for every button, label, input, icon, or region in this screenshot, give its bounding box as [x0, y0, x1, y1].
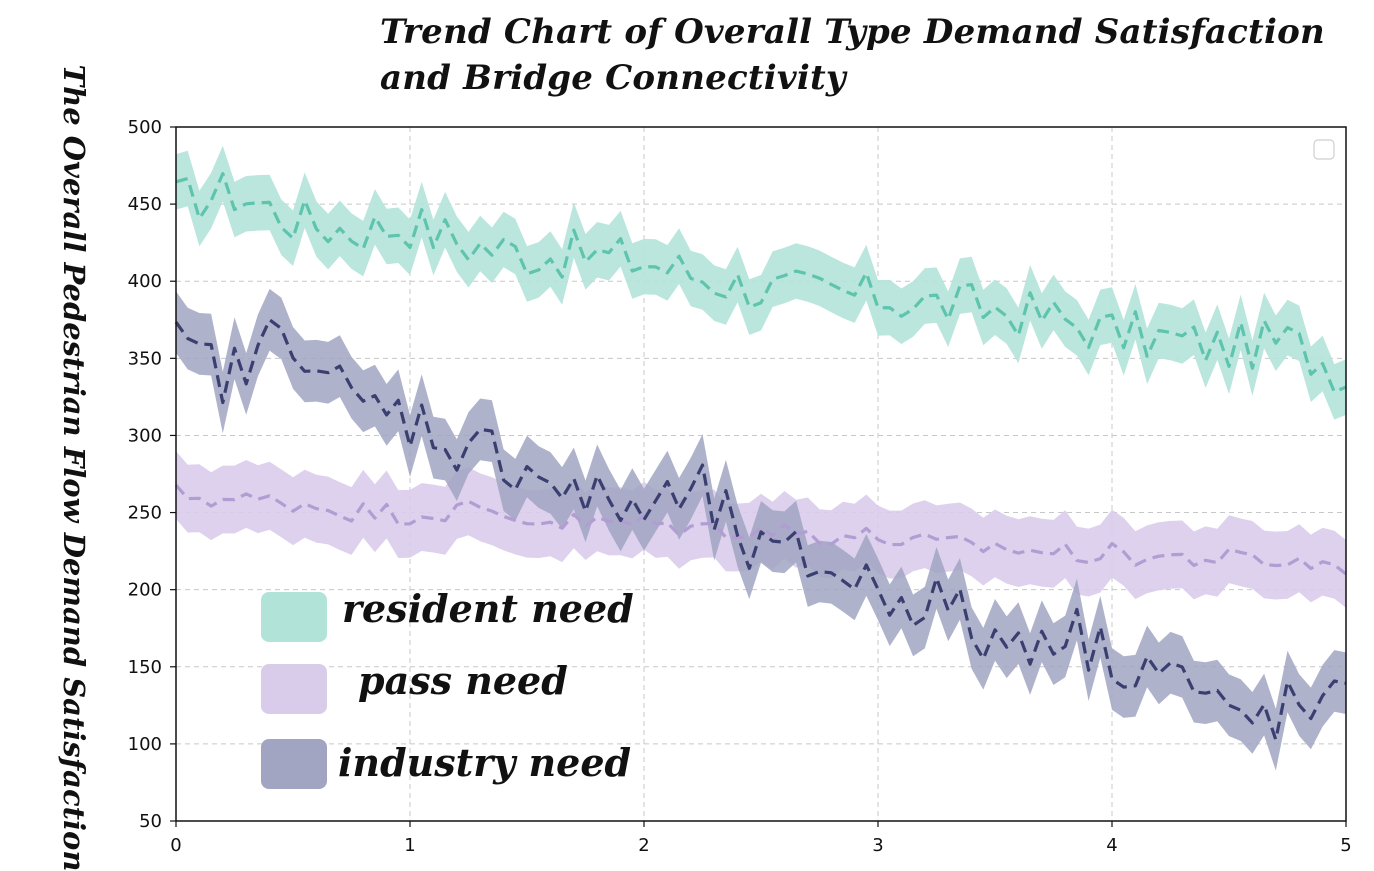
x-tick-label-3: 3 [872, 835, 883, 856]
y-tick-label-250: 250 [128, 503, 162, 524]
x-tick-label-0: 0 [170, 835, 181, 856]
x-tick-label-4: 4 [1106, 835, 1117, 856]
series-band-0 [176, 145, 1346, 420]
y-tick-label-100: 100 [128, 734, 162, 755]
legend-label-resident: resident need [342, 586, 634, 631]
series-line-2 [174, 318, 1347, 742]
legend-label-pass: pass need [358, 658, 568, 703]
y-tick-label-300: 300 [128, 425, 162, 446]
y-tick-label-350: 350 [128, 348, 162, 369]
chart-title-line-1: Trend Chart of Overall Type Demand Satis… [380, 12, 1325, 52]
legend-label-industry: industry need [338, 740, 632, 785]
y-tick-label-200: 200 [128, 580, 162, 601]
x-tick-label-5: 5 [1340, 835, 1351, 856]
x-tick-label-2: 2 [638, 835, 649, 856]
legend-swatch-resident [261, 592, 327, 642]
chart-title-line-2: and Bridge Connectivity [380, 58, 846, 98]
y-tick-label-50: 50 [139, 811, 162, 832]
y-tick-label-500: 500 [128, 117, 162, 138]
axes-frame [175, 126, 1347, 822]
y-tick-label-450: 450 [128, 194, 162, 215]
empty-legend-box [1313, 139, 1335, 160]
y-tick-label-150: 150 [128, 657, 162, 678]
series-line-0 [175, 172, 1347, 394]
x-tick-label-1: 1 [404, 835, 415, 856]
y-tick-label-400: 400 [128, 271, 162, 292]
legend-swatch-industry [261, 739, 327, 789]
legend-swatch-pass [261, 664, 327, 714]
series-line-1 [174, 484, 1347, 576]
